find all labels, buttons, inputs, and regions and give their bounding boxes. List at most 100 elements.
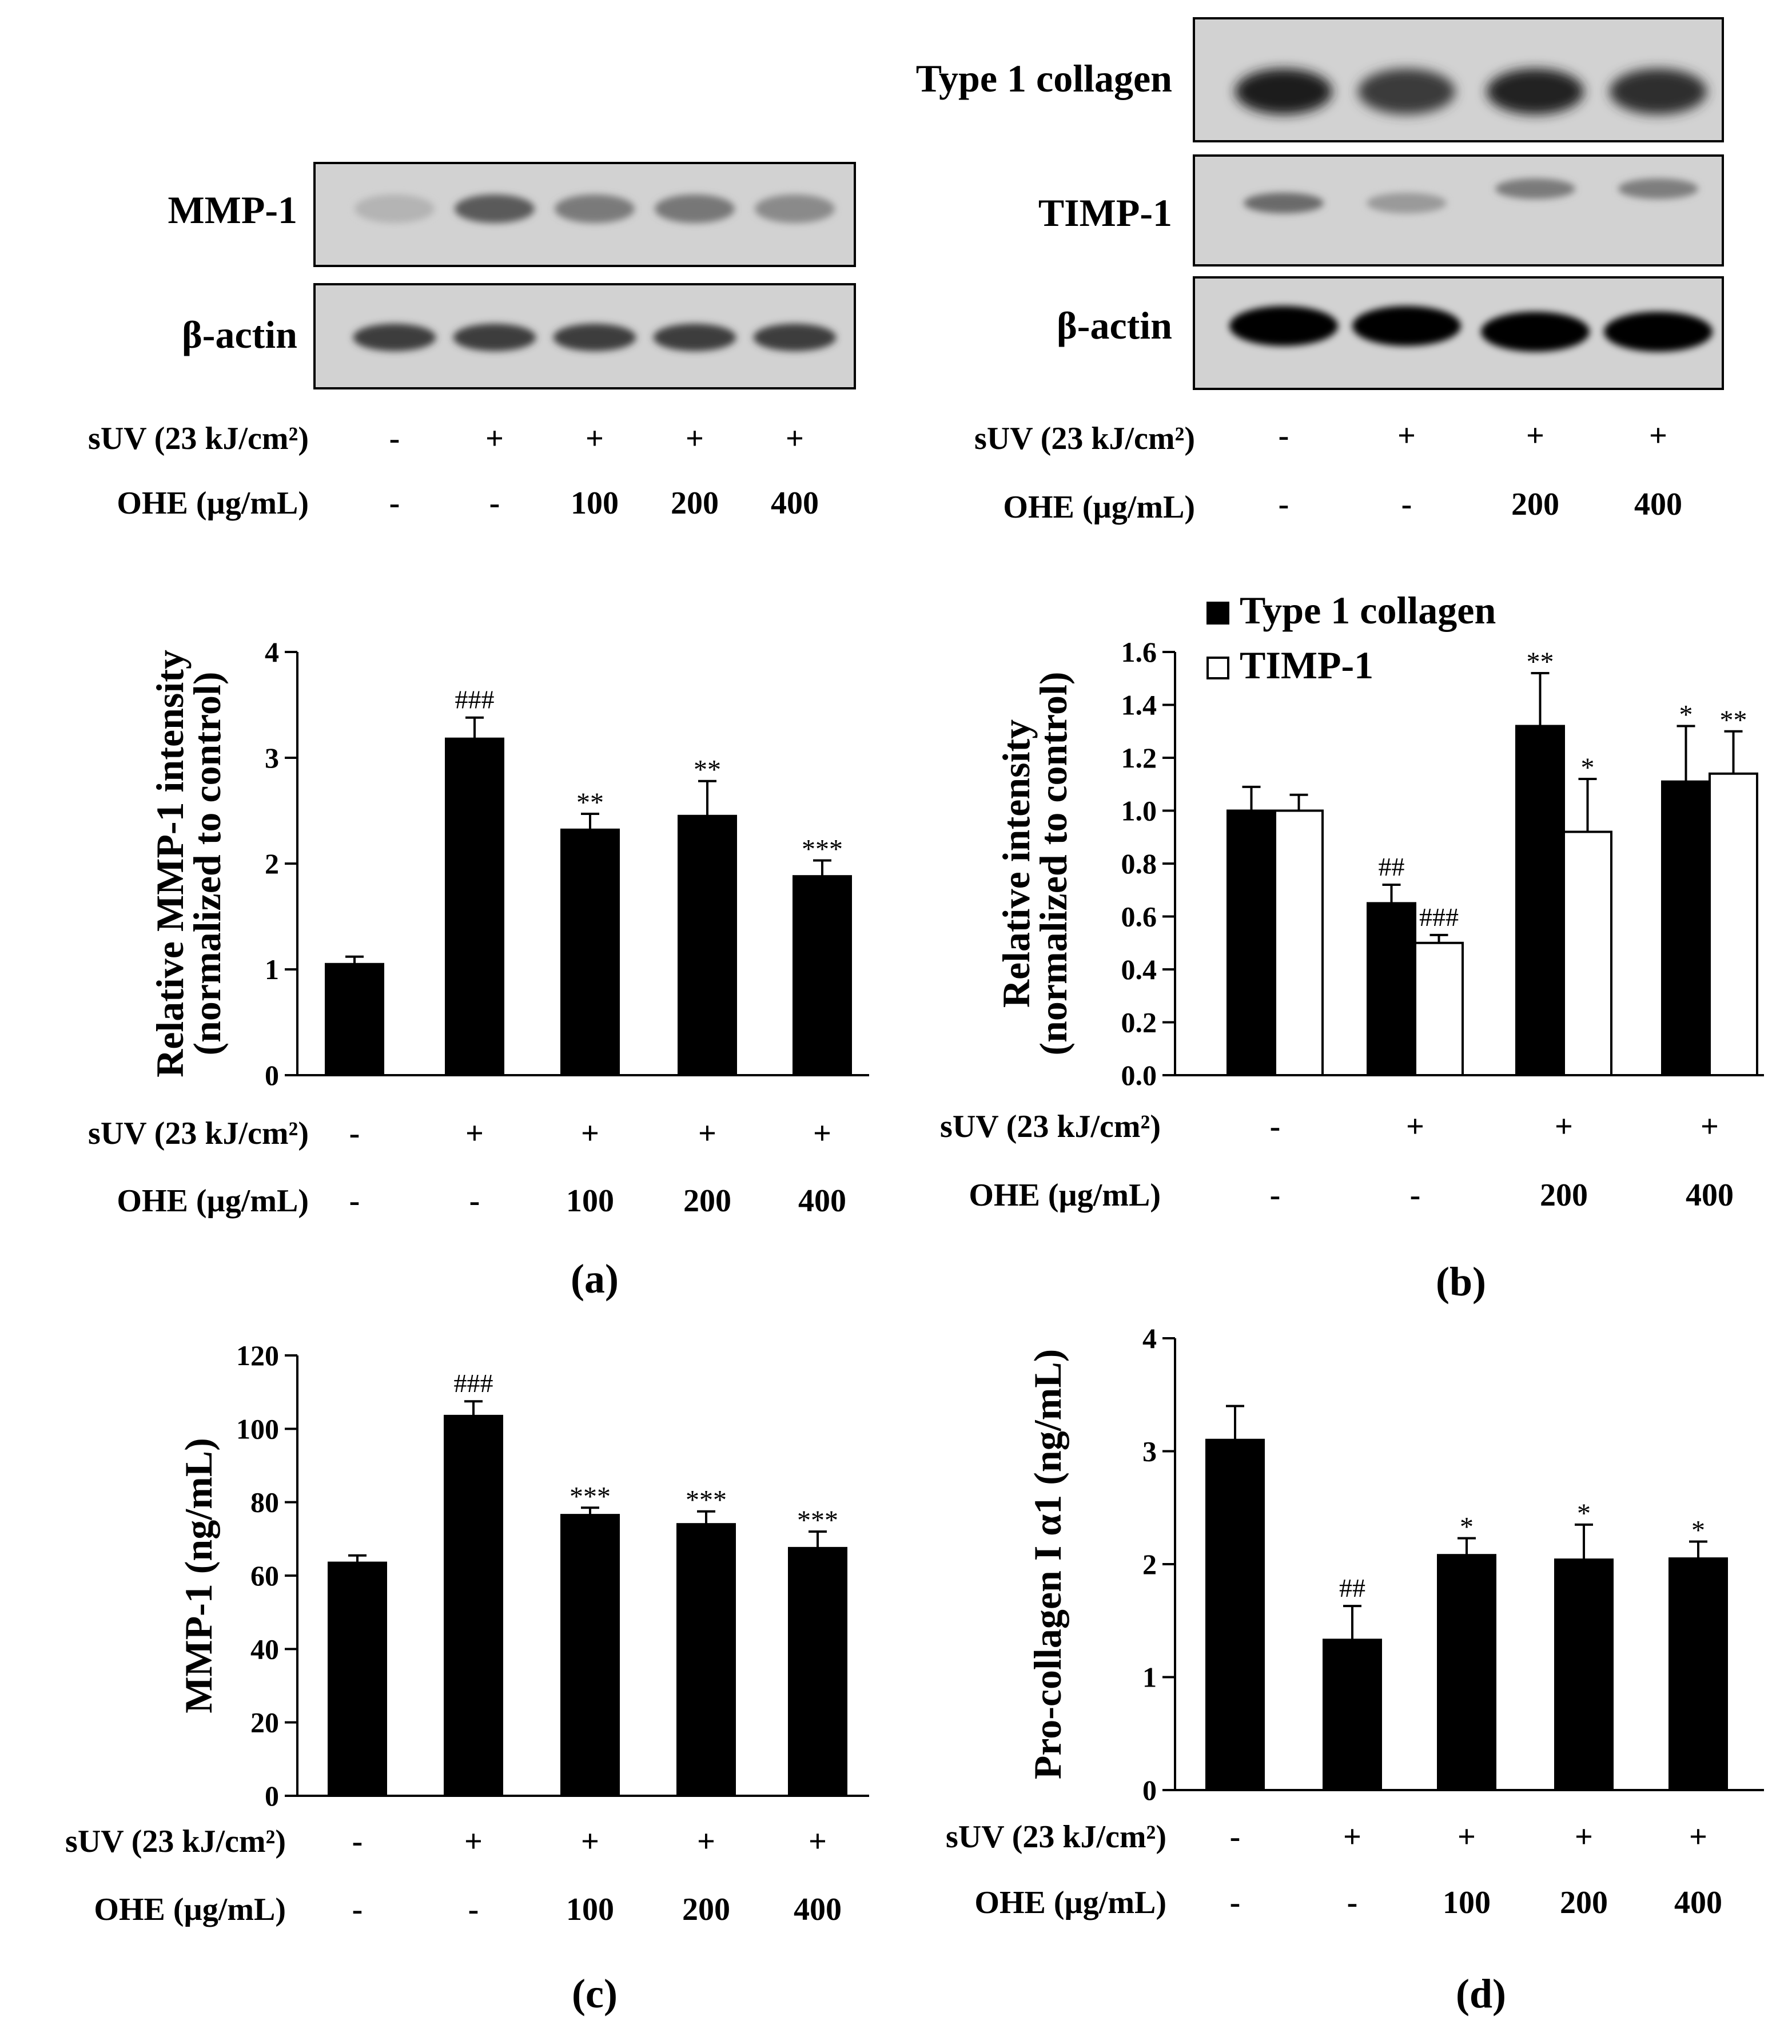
blot-b-collagen-band [1487, 69, 1584, 114]
chart-a: 0 1 2 3 4 Relative MMP-1 intensity(normalized… [88, 636, 869, 1302]
ohe-value: - [1410, 1178, 1421, 1213]
blot-a-ohe-label: OHE (µg/mL) [117, 486, 309, 521]
bar [1226, 809, 1276, 1076]
suv-value: + [698, 1116, 716, 1151]
bar [1414, 941, 1464, 1076]
bar [445, 737, 504, 1076]
ohe-value: - [349, 1183, 360, 1219]
bar [676, 1523, 736, 1798]
significance-label: ** [1720, 705, 1747, 735]
blot-b-suv-value: + [1649, 418, 1667, 454]
y-tick-label: 0.0 [1121, 1059, 1157, 1091]
blot-b-actin-band [1229, 306, 1338, 346]
suv-value: - [1230, 1819, 1241, 1855]
y-axis-label: (normalized to control) [185, 671, 229, 1055]
legend-label: Type 1 collagen [1240, 588, 1496, 632]
blot-b-actin-band [1604, 312, 1713, 352]
ohe-value: 100 [566, 1183, 614, 1219]
y-tick-label: 0.2 [1121, 1007, 1157, 1039]
suv-value: + [581, 1116, 599, 1151]
blot-a-mmp1-band [755, 194, 835, 223]
blot-a-ohe-value: - [389, 486, 400, 521]
bar [1661, 780, 1711, 1076]
y-tick-label: 100 [236, 1413, 279, 1445]
ohe-value: - [469, 1183, 480, 1219]
significance-label: *** [686, 1485, 727, 1516]
chart-b: 0.0 0.2 0.4 0.6 0.8 1.0 1.2 1.4 1.6 Relative inte… [940, 588, 1764, 1305]
blot-b-timp1-band [1244, 193, 1324, 213]
blot-b-ohe-label: OHE (µg/mL) [1003, 490, 1195, 525]
y-tick-label: 1.2 [1121, 742, 1157, 774]
blot-a-actin-band [553, 324, 636, 351]
chart-c: 0 20 40 60 80 100 120 MMP-1 (ng/mL) ### *** *** ***… [65, 1339, 869, 2017]
ohe-value: 200 [1560, 1885, 1608, 1920]
panel-label: (d) [1456, 1971, 1506, 2017]
significance-label: * [1581, 753, 1595, 783]
y-tick-label: 120 [236, 1339, 279, 1371]
ohe-value: 200 [682, 1892, 730, 1927]
significance-label: * [1460, 1512, 1474, 1542]
ohe-value: 100 [566, 1892, 614, 1927]
suv-value: + [809, 1824, 827, 1859]
y-tick-label: 1.4 [1121, 689, 1157, 721]
y-tick-label: 0 [1142, 1774, 1157, 1806]
significance-label: ** [1527, 647, 1554, 677]
suv-value: + [1555, 1109, 1573, 1144]
blot-a-actin-band [453, 324, 536, 351]
bar [1709, 772, 1758, 1076]
panel-label: (c) [572, 1971, 618, 2017]
bar [1323, 1639, 1382, 1791]
y-tick-label: 1 [1142, 1661, 1157, 1693]
ohe-value: - [1270, 1178, 1281, 1213]
legend-swatch [1206, 657, 1229, 679]
legend-label: TIMP-1 [1240, 643, 1373, 687]
y-tick-label: 0 [265, 1780, 279, 1812]
blot-b-timp1-band [1618, 178, 1698, 199]
panel-label: (a) [571, 1256, 619, 1302]
blot-a-mmp1-band [555, 194, 635, 223]
ohe-value: - [352, 1892, 363, 1927]
blot-a-mmp1-band [655, 194, 735, 223]
suv-label: sUV (23 kJ/cm²) [88, 1116, 309, 1151]
blot-b-collagen-band [1610, 69, 1707, 114]
ohe-value: 400 [1674, 1885, 1722, 1920]
suv-value: - [349, 1116, 360, 1151]
y-tick-label: 3 [265, 742, 279, 774]
bar [1205, 1438, 1265, 1791]
ohe-value: - [1230, 1885, 1241, 1920]
blot-b-ohe-value: 200 [1511, 487, 1559, 522]
suv-label: sUV (23 kJ/cm²) [946, 1819, 1166, 1855]
y-tick-label: 0.4 [1121, 953, 1157, 985]
ohe-value: - [468, 1892, 479, 1927]
bar [678, 814, 737, 1076]
blot-a-ohe-value: 200 [671, 486, 719, 521]
ohe-value: 400 [798, 1183, 846, 1219]
blot-b-suv-value: + [1526, 418, 1544, 454]
blot-a-suv-value: + [485, 421, 504, 456]
y-tick-label: 80 [250, 1486, 279, 1518]
ohe-value: 400 [794, 1892, 842, 1927]
blot-b-ohe-value: - [1401, 487, 1412, 522]
bar [325, 963, 384, 1076]
suv-label: sUV (23 kJ/cm²) [940, 1109, 1161, 1144]
significance-label: * [1577, 1498, 1591, 1529]
bar [1554, 1558, 1614, 1792]
blot-b-actin-band [1481, 312, 1590, 352]
blot-a-ohe-value: 100 [571, 486, 619, 521]
suv-value: + [1575, 1819, 1593, 1855]
bar [1437, 1554, 1496, 1791]
bar [1563, 830, 1612, 1076]
y-tick-label: 0.6 [1121, 901, 1157, 933]
ohe-value: 100 [1443, 1885, 1491, 1920]
significance-label: ** [694, 755, 721, 785]
suv-value: + [1406, 1109, 1424, 1144]
ohe-label: OHE (µg/mL) [974, 1885, 1166, 1920]
blot-a-ohe-value: 400 [771, 486, 819, 521]
suv-value: + [1458, 1819, 1476, 1855]
y-tick-label: 20 [250, 1707, 279, 1739]
significance-label: ## [1379, 852, 1405, 881]
significance-label: *** [570, 1481, 611, 1512]
suv-value: - [352, 1824, 363, 1859]
blot-a-suv-value: - [389, 421, 400, 456]
bar [444, 1414, 503, 1797]
